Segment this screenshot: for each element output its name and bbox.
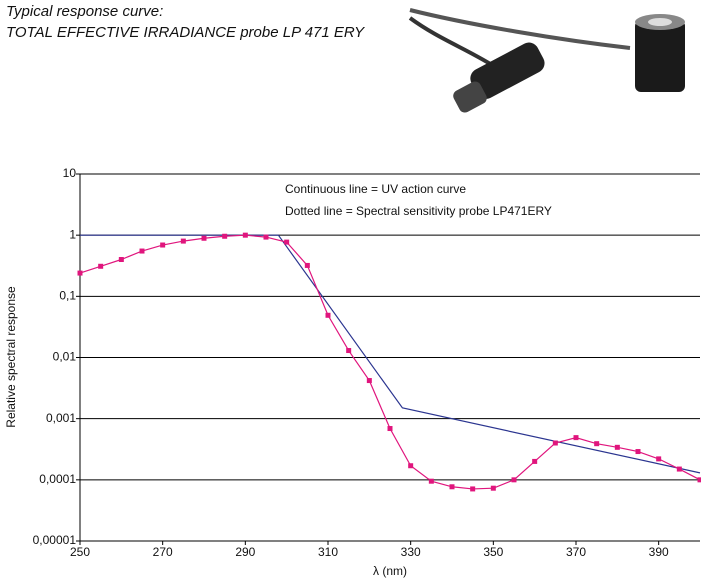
data-point bbox=[139, 248, 145, 254]
y-tick-label: 0,00001 bbox=[33, 533, 77, 547]
data-point bbox=[614, 444, 620, 450]
data-point bbox=[284, 239, 290, 245]
x-tick-label: 370 bbox=[566, 545, 586, 559]
x-axis-label: λ (nm) bbox=[373, 564, 407, 578]
data-point bbox=[366, 378, 372, 384]
annotation: Dotted line = Spectral sensitivity probe… bbox=[285, 204, 552, 218]
chart-subtitle: TOTAL EFFECTIVE IRRADIANCE probe LP 471 … bbox=[6, 24, 365, 41]
probe-photo bbox=[408, 8, 685, 113]
data-point bbox=[201, 235, 207, 241]
data-point bbox=[325, 312, 331, 318]
data-point bbox=[77, 270, 83, 276]
y-tick-label: 0,001 bbox=[46, 411, 76, 425]
data-point bbox=[697, 477, 701, 483]
data-point bbox=[263, 234, 269, 240]
y-tick-label: 10 bbox=[63, 166, 77, 180]
data-point bbox=[635, 449, 641, 455]
data-point bbox=[98, 263, 104, 269]
x-tick-label: 270 bbox=[153, 545, 173, 559]
data-point bbox=[594, 441, 600, 447]
x-tick-label: 390 bbox=[649, 545, 669, 559]
data-point bbox=[304, 262, 310, 268]
data-point bbox=[490, 485, 496, 491]
annotation: Continuous line = UV action curve bbox=[285, 182, 466, 196]
y-tick-label: 0,01 bbox=[53, 350, 77, 364]
data-point bbox=[532, 458, 538, 464]
x-tick-label: 290 bbox=[235, 545, 255, 559]
data-point bbox=[222, 233, 228, 239]
data-point bbox=[160, 242, 166, 248]
x-tick-label: 310 bbox=[318, 545, 338, 559]
data-point bbox=[511, 477, 517, 483]
y-tick-label: 1 bbox=[69, 227, 76, 241]
x-tick-label: 350 bbox=[483, 545, 503, 559]
chart-title: Typical response curve: bbox=[6, 3, 163, 20]
data-point bbox=[387, 426, 393, 432]
data-point bbox=[470, 486, 476, 492]
data-point bbox=[449, 484, 455, 490]
series-line bbox=[80, 234, 701, 474]
x-tick-label: 250 bbox=[70, 545, 90, 559]
data-point bbox=[180, 238, 186, 244]
data-point bbox=[656, 456, 662, 462]
data-point bbox=[346, 348, 352, 354]
series-line bbox=[79, 234, 701, 490]
data-point bbox=[408, 463, 414, 469]
y-tick-label: 0,1 bbox=[59, 289, 76, 303]
y-axis-label: Relative spectral response bbox=[4, 286, 18, 428]
y-tick-label: 0,0001 bbox=[39, 472, 76, 486]
data-point bbox=[118, 257, 124, 263]
data-point bbox=[573, 435, 579, 441]
data-point bbox=[242, 232, 248, 238]
data-point bbox=[676, 466, 682, 472]
data-point bbox=[552, 440, 558, 446]
data-point bbox=[428, 478, 434, 484]
x-tick-label: 330 bbox=[401, 545, 421, 559]
